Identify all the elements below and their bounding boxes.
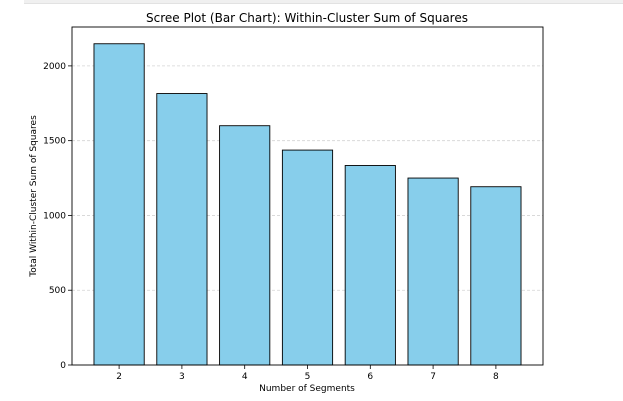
y-axis-label: Total Within-Cluster Sum of Squares <box>29 115 39 278</box>
notebook-top-strip <box>24 0 623 4</box>
bar-5 <box>281 149 334 366</box>
x-tick-label-6: 6 <box>367 372 373 382</box>
y-ticks: 0 500 1000 1500 2000 <box>43 62 72 371</box>
y-tick-label-0: 0 <box>60 361 66 371</box>
x-tick-label-8: 8 <box>493 372 499 382</box>
y-tick-label-500: 500 <box>49 286 66 296</box>
bar-2 <box>93 43 145 366</box>
x-tick-label-2: 2 <box>116 372 122 382</box>
bar-3 <box>156 93 208 366</box>
bars <box>93 43 522 366</box>
x-tick-label-7: 7 <box>430 372 436 382</box>
x-tick-label-3: 3 <box>179 372 185 382</box>
y-tick-label-1000: 1000 <box>43 211 66 221</box>
x-ticks: 2 3 4 5 6 7 8 <box>116 365 499 382</box>
x-axis-label: Number of Segments <box>259 384 355 394</box>
y-tick-label-1500: 1500 <box>43 137 66 147</box>
bar-4 <box>219 125 271 366</box>
y-tick-label-2000: 2000 <box>43 62 66 72</box>
bar-8 <box>470 186 522 366</box>
chart-title: Scree Plot (Bar Chart): Within-Cluster S… <box>146 11 468 25</box>
bar-7 <box>407 177 459 366</box>
bar-6 <box>344 165 396 366</box>
x-tick-label-5: 5 <box>305 372 311 382</box>
x-tick-label-4: 4 <box>242 372 248 382</box>
